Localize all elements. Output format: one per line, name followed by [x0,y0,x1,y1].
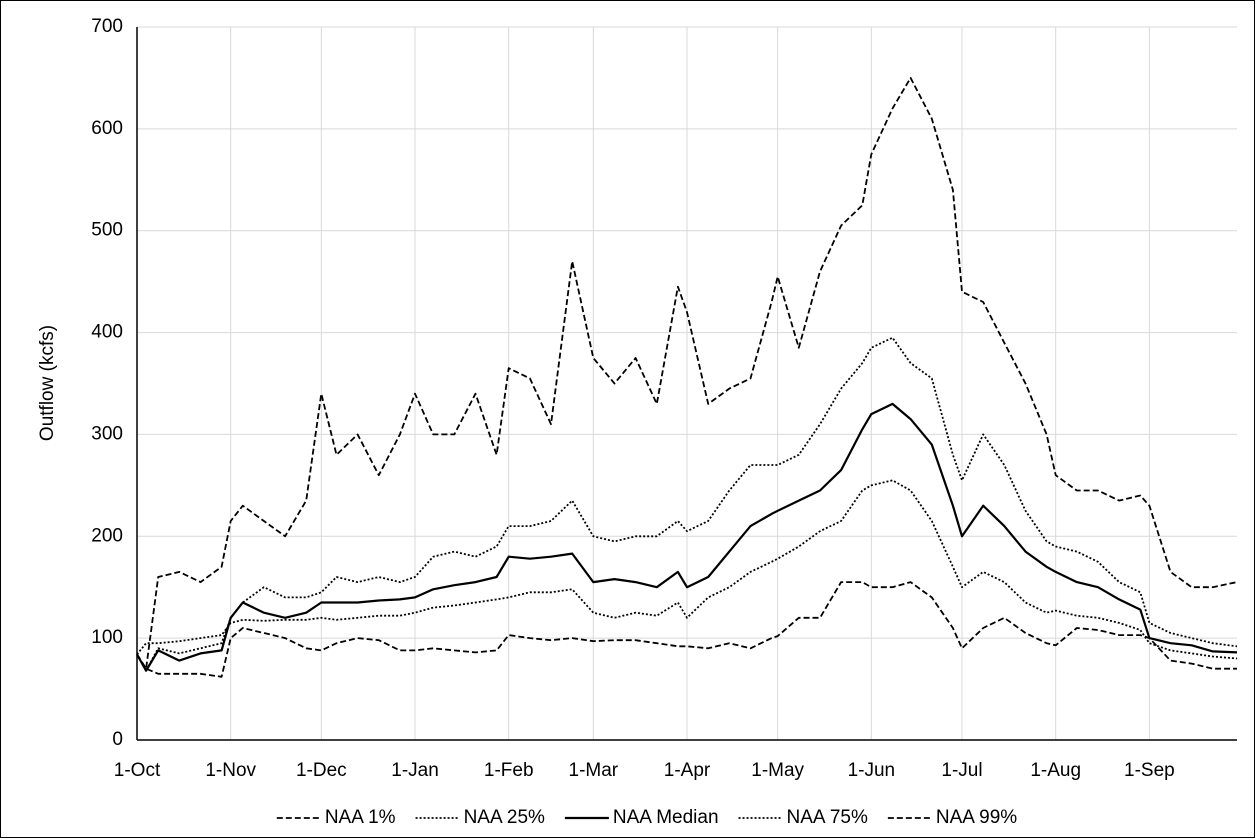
legend-label: NAA 25% [464,807,545,828]
y-tick-label: 300 [91,423,123,444]
y-tick-label: 100 [91,627,123,648]
x-tick-label: 1-Feb [484,760,534,781]
x-tick-label: 1-Mar [569,760,619,781]
x-tick-label: 1-Apr [664,760,711,781]
x-tick-label: 1-May [751,760,804,781]
x-tick-label: 1-Nov [205,760,256,781]
y-tick-label: 400 [91,322,123,343]
y-tick-label: 600 [91,118,123,139]
series-line [136,402,1238,672]
legend-label: NAA 99% [936,807,1017,828]
y-tick-label: 200 [91,525,123,546]
x-tick-label: 1-Jan [391,760,439,781]
y-tick-label: 500 [91,220,123,241]
legend-label: NAA 75% [787,807,868,828]
y-tick-label: 0 [112,729,123,750]
x-tick-label: 1-Oct [114,760,161,781]
x-tick-label: 1-Dec [296,760,347,781]
series-line [136,479,1238,660]
x-tick-label: 1-Jul [941,760,982,781]
legend-label: NAA 1% [325,807,396,828]
y-axis-label: Outflow (kcfs) [37,325,58,441]
y-tick-label: 700 [91,16,123,37]
x-tick-label: 1-Sep [1124,760,1175,781]
series-line [136,77,1238,670]
x-tick-label: 1-Jun [848,760,896,781]
x-tick-label: 1-Aug [1030,760,1081,781]
legend-label: NAA Median [613,807,719,828]
series-line [136,581,1237,678]
